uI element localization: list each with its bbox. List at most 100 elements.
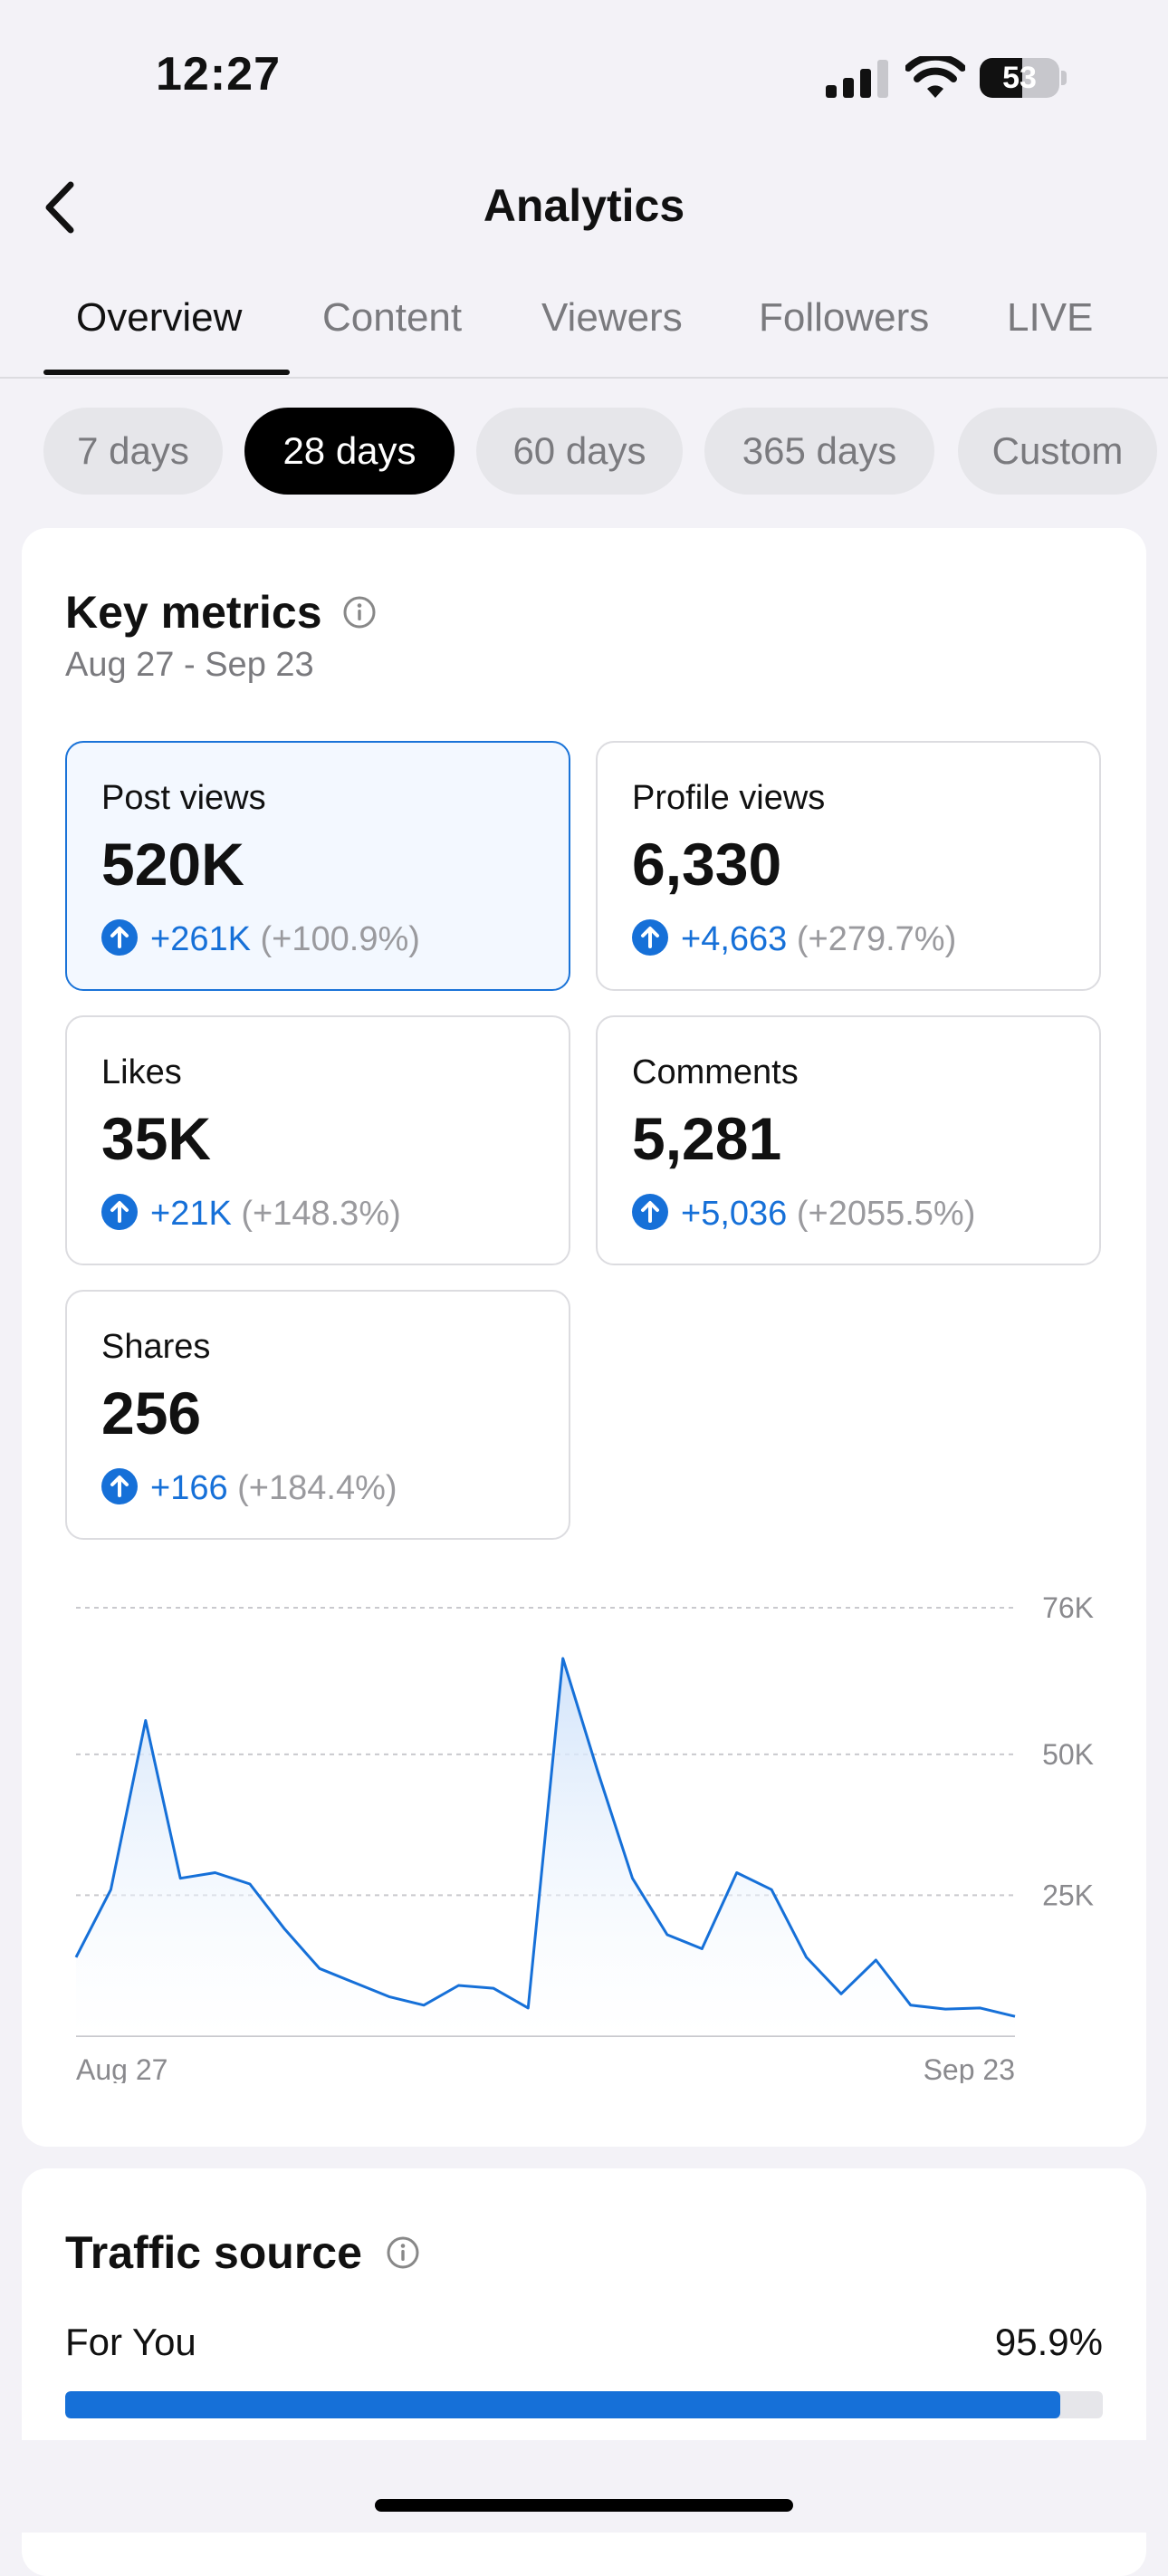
traffic-source-bar-fill	[65, 2391, 1060, 2418]
traffic-source-value: 95.9%	[994, 2321, 1103, 2363]
y-tick-label: 76K	[1042, 1591, 1094, 1624]
tab-followers[interactable]: Followers	[759, 295, 930, 340]
chevron-left-icon	[45, 181, 74, 234]
metric-label: Profile views	[632, 779, 826, 817]
info-icon[interactable]	[386, 2235, 420, 2270]
battery-level: 53	[1002, 61, 1037, 95]
chart-data-point	[908, 2003, 914, 2008]
x-tick-label: Aug 27	[76, 2053, 168, 2083]
period-60-days[interactable]: 60 days	[476, 408, 683, 495]
metric-label: Likes	[101, 1053, 182, 1091]
metric-change: +4,663 (+279.7%)	[632, 918, 957, 959]
metric-delta: +166	[150, 1469, 228, 1507]
key-metrics-title: Key metrics	[65, 587, 322, 638]
metric-delta: +4,663	[681, 920, 788, 958]
period-365-days[interactable]: 365 days	[704, 408, 934, 495]
chart-data-point	[943, 2006, 948, 2012]
battery-icon: 53	[980, 58, 1067, 98]
arrow-up-circle-icon	[101, 1193, 138, 1230]
chart-data-point	[108, 1887, 113, 1892]
chart-data-point	[177, 1876, 183, 1881]
bottom-bar	[0, 2440, 1168, 2533]
chart-data-point	[455, 1983, 461, 1988]
metric-delta: +261K	[150, 920, 251, 958]
metric-percent: (+184.4%)	[237, 1469, 397, 1507]
period-custom[interactable]: Custom	[958, 408, 1157, 495]
chart-series-line	[74, 1657, 1016, 2018]
tab-live[interactable]: LIVE	[1007, 295, 1094, 340]
chart-data-point	[665, 1932, 670, 1937]
chart-data-point	[769, 1887, 774, 1892]
x-tick-label: Sep 23	[924, 2053, 1015, 2083]
arrow-up-circle-icon	[632, 918, 668, 956]
chart-data-point	[804, 1955, 809, 1960]
chart-data-point	[630, 1876, 636, 1881]
cellular-signal-icon	[826, 60, 888, 98]
active-tab-indicator	[43, 370, 290, 375]
chart-data-point	[873, 1957, 878, 1963]
metric-change: +21K (+148.3%)	[101, 1193, 401, 1234]
chart-data-point	[560, 1656, 566, 1661]
metric-value: 5,281	[632, 1105, 782, 1172]
chart-data-point	[282, 1927, 287, 1932]
post-views-chart[interactable]: 76K 50K 25K Aug 27 Sep 23	[0, 1576, 1168, 2083]
info-icon[interactable]	[342, 595, 377, 630]
metric-post-views[interactable]: Post views 520K +261K (+100.9%)	[65, 741, 570, 991]
chart-data-point	[213, 1870, 218, 1876]
chart-data-point	[387, 1994, 392, 1999]
metric-label: Comments	[632, 1053, 799, 1091]
metric-percent: (+148.3%)	[241, 1195, 401, 1233]
chart-data-point	[247, 1881, 253, 1887]
chart-data-point	[699, 1946, 704, 1952]
chart-data-point	[317, 1966, 322, 1971]
metric-label: Post views	[101, 779, 266, 817]
tab-overview[interactable]: Overview	[76, 295, 243, 340]
y-tick-label: 25K	[1042, 1879, 1094, 1911]
chart-data-point	[734, 1870, 740, 1876]
chart-data-point	[838, 1991, 844, 1996]
tab-bar: Overview Content Viewers Followers LIVE	[0, 290, 1168, 379]
arrow-up-circle-icon	[101, 1467, 138, 1504]
chart-data-point	[1012, 2014, 1018, 2019]
date-range: Aug 27 - Sep 23	[65, 646, 314, 684]
wifi-icon	[905, 56, 965, 98]
metric-value: 520K	[101, 831, 244, 898]
chart-data-point	[525, 2005, 531, 2011]
nav-header: Analytics	[0, 163, 1168, 254]
metric-likes[interactable]: Likes 35K +21K (+148.3%)	[65, 1015, 570, 1265]
period-selector: 7 days 28 days 60 days 365 days Custom	[0, 408, 1168, 498]
metric-change: +166 (+184.4%)	[101, 1467, 397, 1508]
metric-change: +261K (+100.9%)	[101, 918, 420, 959]
metric-value: 256	[101, 1379, 202, 1447]
chart-data-point	[595, 1768, 600, 1773]
metric-profile-views[interactable]: Profile views 6,330 +4,663 (+279.7%)	[596, 741, 1101, 991]
traffic-source-bar	[65, 2391, 1103, 2418]
metric-value: 35K	[101, 1105, 212, 1172]
status-time: 12:27	[156, 48, 281, 101]
tab-content[interactable]: Content	[322, 295, 463, 340]
chart-data-point	[143, 1717, 148, 1723]
chart-data-point	[978, 2005, 983, 2011]
home-indicator	[375, 2499, 793, 2512]
tab-viewers[interactable]: Viewers	[541, 295, 683, 340]
metric-value: 6,330	[632, 831, 782, 898]
metric-change: +5,036 (+2055.5%)	[632, 1193, 975, 1234]
metric-label: Shares	[101, 1328, 211, 1366]
back-button[interactable]	[36, 176, 91, 239]
metric-percent: (+100.9%)	[260, 920, 420, 958]
period-7-days[interactable]: 7 days	[43, 408, 223, 495]
chart-data-point	[491, 1985, 496, 1991]
traffic-source-title: Traffic source	[65, 2227, 362, 2278]
chart-data-point	[351, 1980, 357, 1985]
metric-delta: +5,036	[681, 1195, 788, 1233]
metric-shares[interactable]: Shares 256 +166 (+184.4%)	[65, 1290, 570, 1540]
metric-percent: (+279.7%)	[796, 920, 957, 958]
y-tick-label: 50K	[1042, 1738, 1094, 1771]
arrow-up-circle-icon	[632, 1193, 668, 1230]
chart-svg: 76K 50K 25K Aug 27 Sep 23	[74, 1591, 1094, 2083]
chart-area-fill	[76, 1658, 1015, 2036]
period-28-days[interactable]: 28 days	[244, 408, 455, 495]
arrow-up-circle-icon	[101, 918, 138, 956]
status-bar: 12:27 53	[0, 0, 1168, 154]
metric-comments[interactable]: Comments 5,281 +5,036 (+2055.5%)	[596, 1015, 1101, 1265]
